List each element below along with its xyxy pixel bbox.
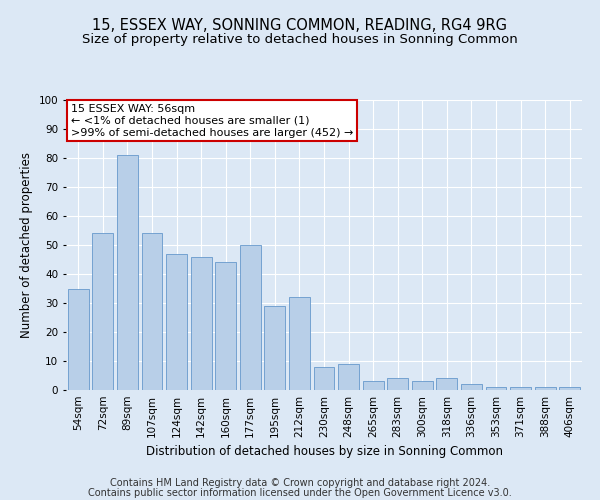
Bar — [387, 378, 408, 390]
Bar — [68, 288, 89, 390]
Bar — [461, 384, 482, 390]
Text: 15 ESSEX WAY: 56sqm
← <1% of detached houses are smaller (1)
>99% of semi-detach: 15 ESSEX WAY: 56sqm ← <1% of detached ho… — [71, 104, 353, 138]
Bar — [265, 306, 286, 390]
Bar — [215, 262, 236, 390]
Bar — [338, 364, 359, 390]
Bar — [485, 387, 506, 390]
X-axis label: Distribution of detached houses by size in Sonning Common: Distribution of detached houses by size … — [146, 446, 503, 458]
Bar — [535, 387, 556, 390]
Bar — [166, 254, 187, 390]
Text: Contains public sector information licensed under the Open Government Licence v3: Contains public sector information licen… — [88, 488, 512, 498]
Text: 15, ESSEX WAY, SONNING COMMON, READING, RG4 9RG: 15, ESSEX WAY, SONNING COMMON, READING, … — [92, 18, 508, 32]
Y-axis label: Number of detached properties: Number of detached properties — [20, 152, 33, 338]
Text: Size of property relative to detached houses in Sonning Common: Size of property relative to detached ho… — [82, 32, 518, 46]
Bar — [142, 234, 163, 390]
Bar — [92, 234, 113, 390]
Bar — [240, 245, 261, 390]
Bar — [510, 387, 531, 390]
Bar — [362, 382, 383, 390]
Bar — [559, 387, 580, 390]
Bar — [314, 367, 334, 390]
Bar — [117, 155, 138, 390]
Text: Contains HM Land Registry data © Crown copyright and database right 2024.: Contains HM Land Registry data © Crown c… — [110, 478, 490, 488]
Bar — [436, 378, 457, 390]
Bar — [191, 256, 212, 390]
Bar — [412, 382, 433, 390]
Bar — [289, 297, 310, 390]
